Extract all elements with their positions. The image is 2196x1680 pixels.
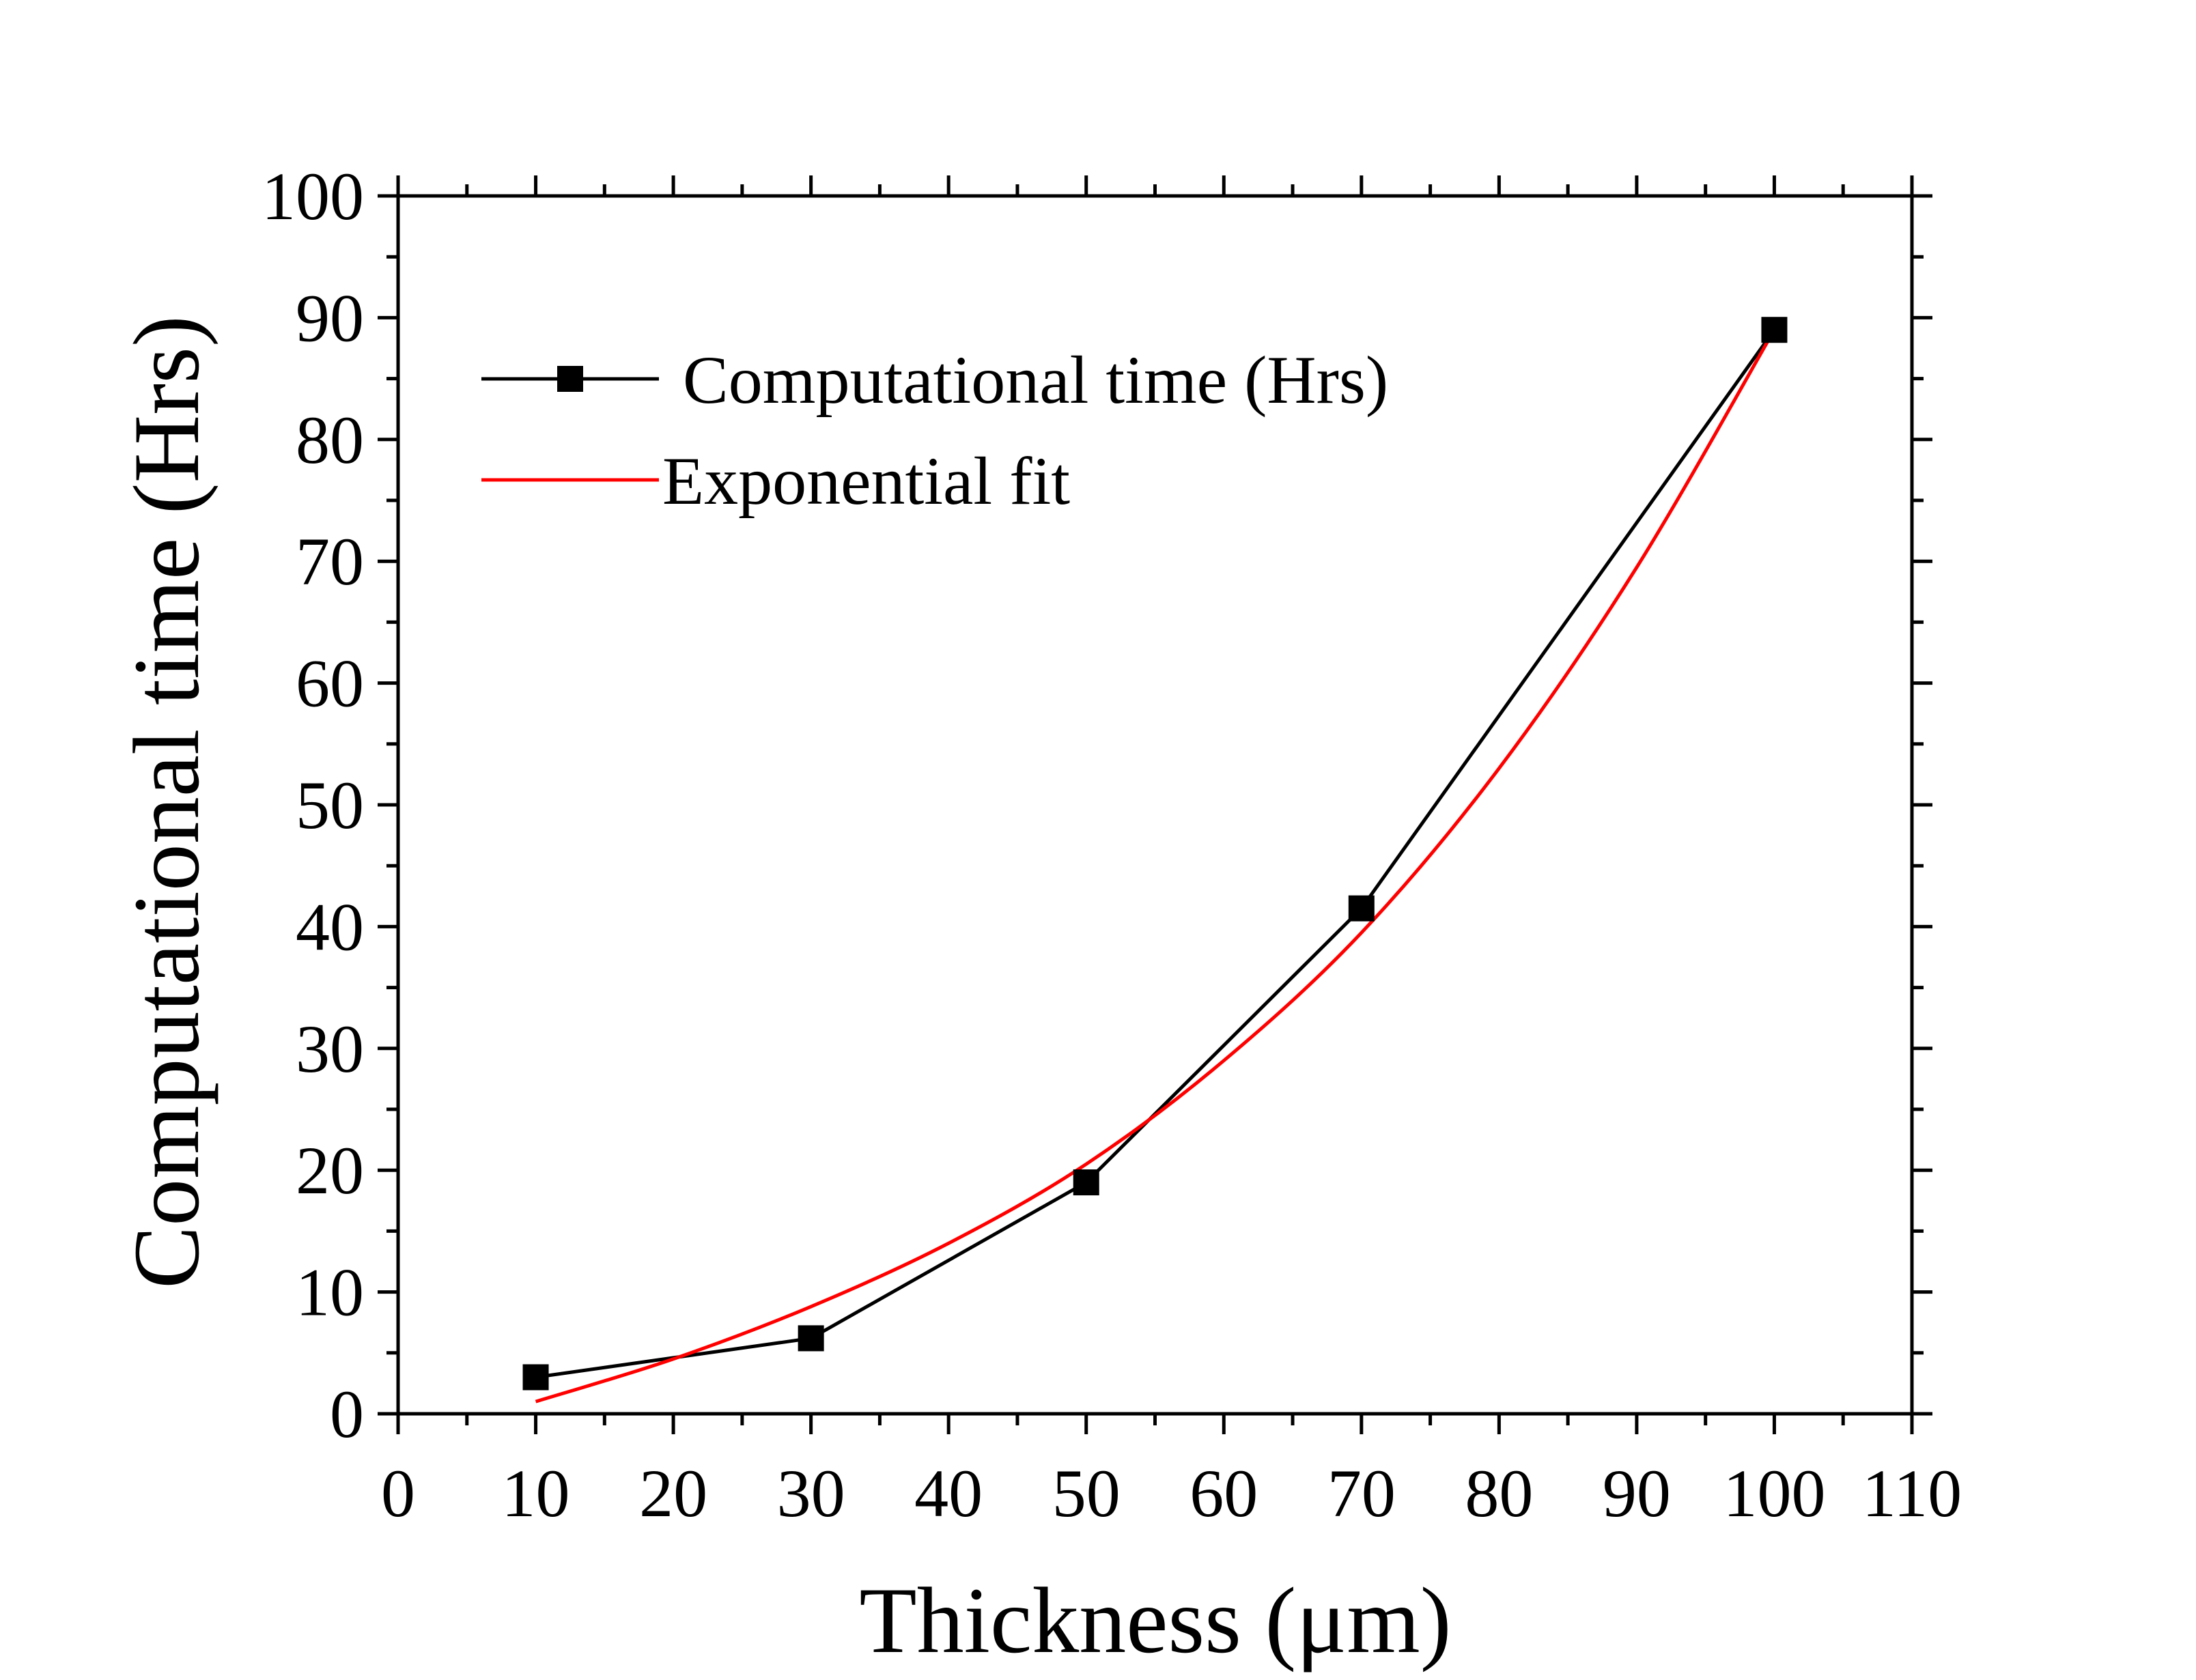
x-tick-label: 110: [1862, 1455, 1962, 1531]
y-tick-label: 10: [296, 1255, 364, 1330]
data-point-marker: [1073, 1169, 1099, 1196]
legend-label-exponential-fit: Exponential fit: [662, 443, 1070, 519]
y-tick-label: 20: [296, 1133, 364, 1208]
y-tick-label: 50: [296, 767, 364, 843]
y-axis-title: Computational time (Hrs): [114, 315, 219, 1289]
y-tick-label: 100: [262, 158, 364, 234]
x-tick-label: 90: [1603, 1455, 1671, 1531]
axes: 0 10 20 30 40 50 60 70 80 90 100 110 0 10 20 30 40 50 60 70…: [262, 158, 1962, 1531]
y-tick-label: 40: [296, 889, 364, 965]
y-tick-label: 30: [296, 1011, 364, 1087]
x-axis-title: Thickness (μm): [859, 1568, 1451, 1672]
data-point-marker: [522, 1364, 549, 1391]
y-tick-label: 90: [296, 280, 364, 356]
data-point-marker: [798, 1325, 824, 1352]
legend: Computational time (Hrs) Exponential fit: [481, 342, 1388, 519]
x-tick-label: 50: [1052, 1455, 1121, 1531]
x-tick-label: 30: [777, 1455, 845, 1531]
x-tick-label: 80: [1465, 1455, 1533, 1531]
data-point-marker: [1348, 895, 1375, 922]
x-tick-label: 100: [1723, 1455, 1825, 1531]
x-tick-label: 20: [639, 1455, 707, 1531]
y-tick-label: 80: [296, 402, 364, 478]
y-tick-label: 70: [296, 524, 364, 599]
plot-series: [522, 317, 1788, 1404]
x-tick-label: 0: [381, 1455, 415, 1531]
x-tick-label: 10: [502, 1455, 570, 1531]
legend-marker-computational-time: [557, 366, 583, 392]
y-tick-label: 0: [330, 1376, 364, 1452]
y-tick-label: 60: [296, 646, 364, 722]
series-exponential-fit-curve: [535, 328, 1776, 1404]
x-tick-label: 70: [1327, 1455, 1396, 1531]
x-tick-label: 60: [1190, 1455, 1258, 1531]
data-point-marker: [1761, 317, 1788, 343]
x-tick-label: 40: [914, 1455, 983, 1531]
legend-label-computational-time: Computational time (Hrs): [683, 342, 1388, 418]
